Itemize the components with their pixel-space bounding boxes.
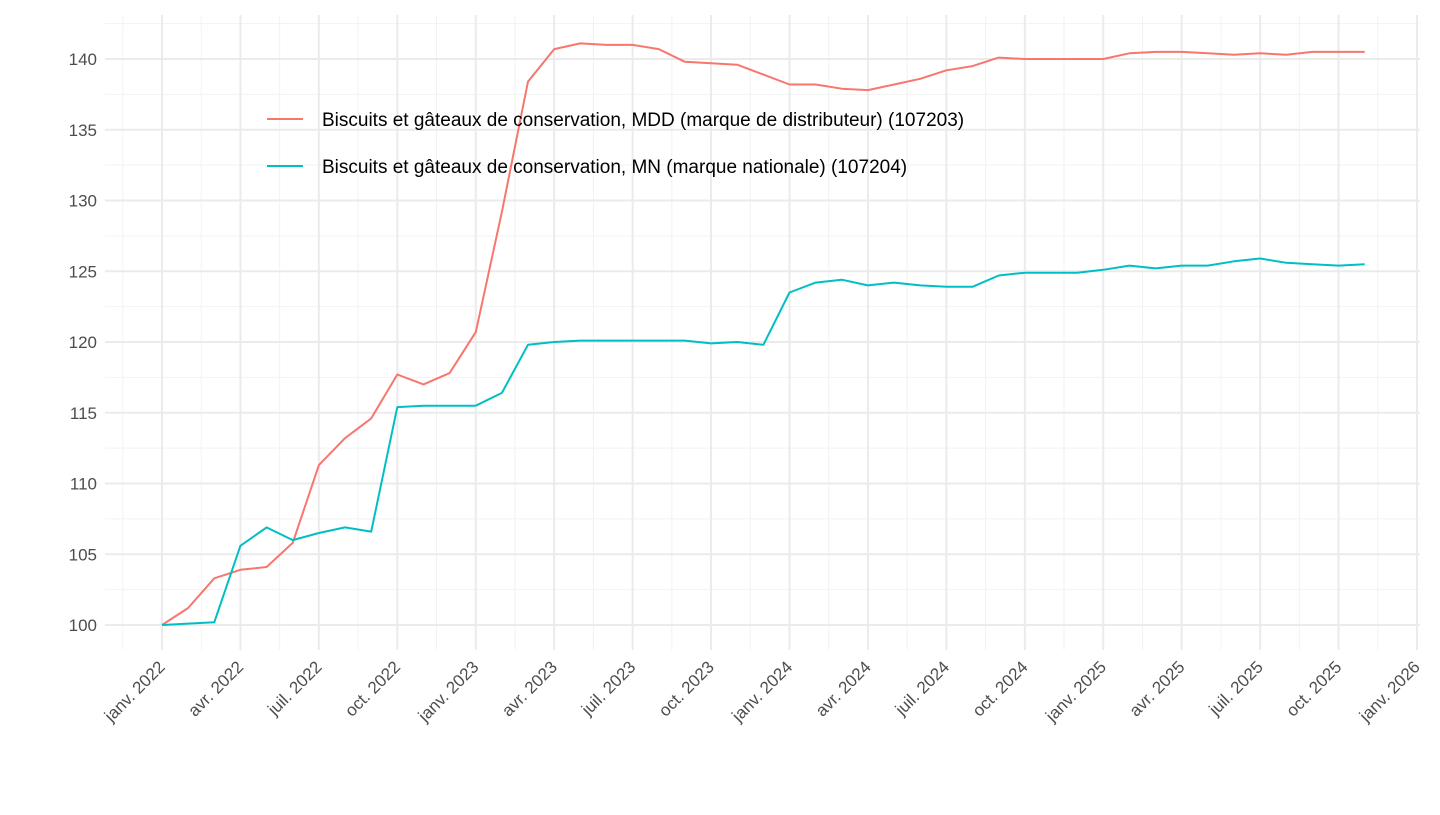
x-tick-label: oct. 2023: [655, 657, 718, 720]
legend: Biscuits et gâteaux de conservation, MDD…: [267, 110, 964, 178]
y-tick-label: 130: [69, 192, 97, 211]
y-tick-label: 100: [69, 616, 97, 635]
x-tick-label: oct. 2024: [969, 657, 1032, 720]
legend-label: Biscuits et gâteaux de conservation, MN …: [322, 157, 907, 178]
x-tick-label: juil. 2024: [891, 657, 953, 719]
x-tick-label: avr. 2024: [812, 657, 875, 720]
x-tick-label: oct. 2022: [341, 657, 404, 720]
series-lines: [161, 42, 1365, 626]
grid: [105, 15, 1420, 650]
y-tick-label: 110: [70, 475, 97, 494]
x-tick-label: oct. 2025: [1282, 657, 1345, 720]
legend-label: Biscuits et gâteaux de conservation, MDD…: [322, 110, 964, 131]
y-tick-label: 105: [69, 545, 97, 564]
x-tick-label: avr. 2025: [1126, 657, 1189, 720]
x-tick-label: avr. 2022: [184, 657, 247, 720]
y-tick-label: 115: [70, 404, 97, 423]
x-axis: janv. 2022 avr. 2022 juil. 2022 oct. 2022 ja…: [100, 657, 1424, 726]
y-tick-label: 140: [69, 50, 97, 69]
series-line-mn: [161, 257, 1365, 626]
series-line-mdd: [161, 42, 1365, 626]
x-tick-label: juil. 2022: [263, 657, 325, 719]
x-tick-label: janv. 2023: [414, 657, 483, 726]
y-tick-label: 135: [69, 121, 97, 140]
x-tick-label: juil. 2023: [577, 657, 639, 719]
y-tick-label: 125: [69, 262, 97, 281]
x-tick-label: janv. 2024: [728, 657, 797, 726]
x-tick-label: avr. 2023: [498, 657, 561, 720]
x-tick-label: juil. 2025: [1205, 657, 1267, 719]
x-tick-label: janv. 2022: [100, 657, 169, 726]
y-tick-label: 120: [69, 333, 97, 352]
x-tick-label: janv. 2025: [1041, 657, 1110, 726]
x-tick-label: janv. 2026: [1355, 657, 1424, 726]
y-axis: 100 105 110 115 120 125 130 135 140: [69, 50, 97, 635]
